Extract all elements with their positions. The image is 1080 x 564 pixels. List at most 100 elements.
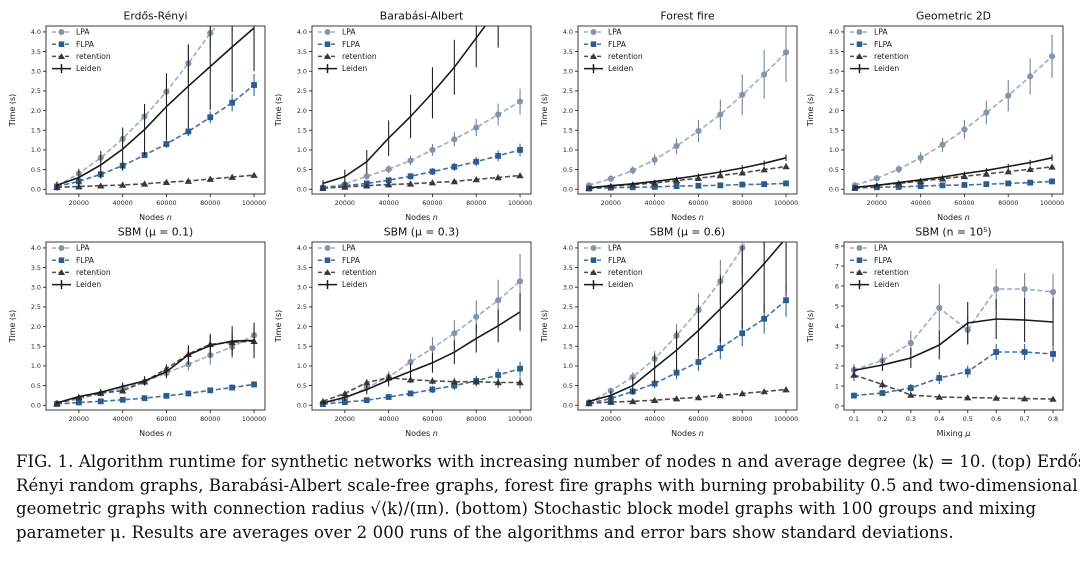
- svg-text:60000: 60000: [688, 415, 708, 423]
- chart-title: SBM (n = 10⁵): [915, 226, 991, 239]
- svg-text:1.0: 1.0: [31, 362, 41, 370]
- series-Leiden: [322, 293, 521, 405]
- chart-svg-sbm-0-1: 20000 40000 60000 80000 100000 0.0 0.5 1.0 1.5 2.…: [8, 226, 266, 439]
- legend-item-FLPA: FLPA: [52, 40, 95, 49]
- svg-text:0.7: 0.7: [1020, 415, 1030, 423]
- x-axis: 20000 40000 60000 80000 100000: [601, 410, 798, 423]
- svg-text:80000: 80000: [200, 415, 220, 423]
- plot-area: [319, 253, 524, 407]
- series-retention: [319, 374, 524, 405]
- svg-text:LPA: LPA: [608, 244, 622, 253]
- svg-text:60000: 60000: [422, 199, 442, 207]
- svg-text:0.1: 0.1: [849, 415, 859, 423]
- svg-text:2.0: 2.0: [297, 323, 307, 331]
- legend-item-Leiden: Leiden: [318, 64, 367, 73]
- svg-text:20000: 20000: [69, 199, 89, 207]
- svg-text:20000: 20000: [335, 415, 355, 423]
- svg-text:3.5: 3.5: [31, 48, 41, 56]
- plot-frame: [577, 241, 798, 411]
- svg-text:LPA: LPA: [342, 28, 356, 37]
- plot-area: [850, 269, 1057, 402]
- svg-text:retention: retention: [342, 268, 377, 277]
- svg-text:1: 1: [835, 382, 839, 390]
- series-Leiden: [588, 154, 787, 189]
- y-axis: 0.0 0.5 1.0 1.5 2.0 2.5 3.0 3.5 4.0: [563, 28, 578, 194]
- x-axis-label: Nodes n: [671, 213, 704, 222]
- svg-text:40000: 40000: [644, 199, 664, 207]
- svg-text:3.0: 3.0: [31, 68, 41, 76]
- svg-text:retention: retention: [76, 52, 111, 61]
- y-axis: 0.0 0.5 1.0 1.5 2.0 2.5 3.0 3.5 4.0: [31, 244, 46, 410]
- series-Leiden: [588, 242, 787, 404]
- svg-text:4.0: 4.0: [563, 244, 573, 252]
- legend-item-FLPA: FLPA: [584, 40, 627, 49]
- caption-line-2: Rényi random graphs, Barabási-Albert sca…: [16, 475, 1078, 495]
- legend: LPA FLPA retention Leiden: [318, 28, 377, 73]
- svg-text:0.5: 0.5: [829, 166, 839, 174]
- chart-title: Forest fire: [660, 10, 715, 23]
- chart-sbm-0-3: 20000 40000 60000 80000 100000 0.0 0.5 1.0 1.5 2.…: [272, 224, 538, 440]
- svg-text:1.0: 1.0: [563, 362, 573, 370]
- svg-text:0.0: 0.0: [31, 186, 41, 194]
- legend-item-retention: retention: [318, 52, 377, 61]
- caption-line-4: parameter μ. Results are averages over 2…: [16, 522, 954, 542]
- legend-item-FLPA: FLPA: [584, 256, 627, 265]
- svg-text:2.0: 2.0: [563, 323, 573, 331]
- legend-item-Leiden: Leiden: [584, 280, 633, 289]
- svg-text:4.0: 4.0: [297, 244, 307, 252]
- legend-item-retention: retention: [850, 268, 909, 277]
- legend-item-retention: retention: [584, 52, 643, 61]
- legend-item-retention: retention: [318, 268, 377, 277]
- svg-text:4.0: 4.0: [31, 28, 41, 36]
- x-axis: 20000 40000 60000 80000 100000: [335, 194, 532, 207]
- x-axis-label: Nodes n: [671, 429, 704, 438]
- svg-text:1.0: 1.0: [297, 146, 307, 154]
- svg-text:FLPA: FLPA: [76, 40, 95, 49]
- svg-text:3.5: 3.5: [829, 48, 839, 56]
- plot-frame: [45, 25, 266, 195]
- chart-svg-sbm-0-6: 20000 40000 60000 80000 100000 0.0 0.5 1.0 1.5 2.…: [540, 226, 798, 439]
- svg-text:2.0: 2.0: [31, 323, 41, 331]
- chart-title: SBM (μ = 0.6): [650, 226, 725, 239]
- series-FLPA: [320, 143, 523, 191]
- svg-text:0.0: 0.0: [297, 402, 307, 410]
- legend-item-Leiden: Leiden: [850, 64, 899, 73]
- svg-text:80000: 80000: [998, 199, 1018, 207]
- legend: LPA FLPA retention Leiden: [52, 28, 111, 73]
- legend-item-Leiden: Leiden: [318, 280, 367, 289]
- svg-text:100000: 100000: [508, 199, 532, 207]
- x-axis: 20000 40000 60000 80000 100000: [601, 194, 798, 207]
- legend-item-FLPA: FLPA: [850, 40, 893, 49]
- series-FLPA: [320, 361, 523, 407]
- legend-item-LPA: LPA: [318, 28, 356, 37]
- svg-text:4.0: 4.0: [31, 244, 41, 252]
- svg-text:1.0: 1.0: [31, 146, 41, 154]
- svg-text:retention: retention: [874, 268, 909, 277]
- plot-frame: [311, 25, 532, 195]
- svg-text:2.0: 2.0: [563, 107, 573, 115]
- svg-text:40000: 40000: [378, 415, 398, 423]
- svg-text:0.5: 0.5: [297, 382, 307, 390]
- legend-item-retention: retention: [584, 268, 643, 277]
- svg-text:3.5: 3.5: [297, 264, 307, 272]
- svg-text:40000: 40000: [910, 199, 930, 207]
- svg-text:LPA: LPA: [874, 28, 888, 37]
- svg-text:Leiden: Leiden: [76, 64, 101, 73]
- svg-text:0: 0: [835, 402, 839, 410]
- svg-text:1.5: 1.5: [297, 343, 307, 351]
- svg-text:2.5: 2.5: [829, 87, 839, 95]
- x-axis: 20000 40000 60000 80000 100000: [69, 194, 266, 207]
- legend-item-retention: retention: [52, 52, 111, 61]
- legend-item-retention: retention: [52, 268, 111, 277]
- svg-text:Leiden: Leiden: [874, 280, 899, 289]
- svg-text:3.5: 3.5: [563, 48, 573, 56]
- plot-frame: [45, 241, 266, 411]
- svg-text:2.0: 2.0: [829, 107, 839, 115]
- chart-sbm-0-1: 20000 40000 60000 80000 100000 0.0 0.5 1.0 1.5 2.…: [6, 224, 272, 440]
- svg-text:0.5: 0.5: [31, 382, 41, 390]
- svg-text:LPA: LPA: [874, 244, 888, 253]
- chart-svg-sbm-n-10: 0.1 0.2 0.3 0.4 0.5 0.6 0.7 0.8 0 1 2 3 4 5 6 7 8 Mixing …: [806, 226, 1064, 438]
- svg-text:0.0: 0.0: [829, 186, 839, 194]
- charts-grid: 20000 40000 60000 80000 100000 0.0 0.5 1.0 1.5 2.…: [6, 10, 1064, 440]
